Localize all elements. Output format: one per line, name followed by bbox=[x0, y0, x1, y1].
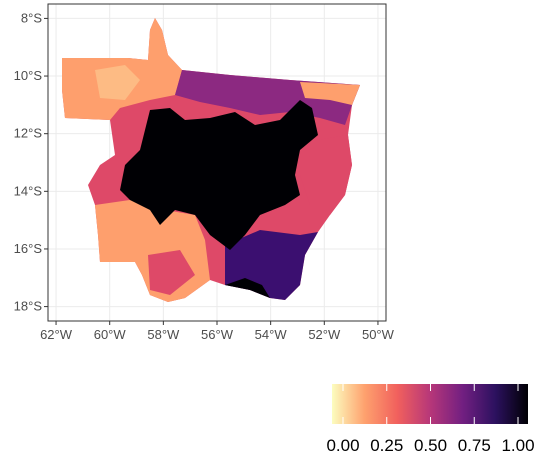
x-tick-label: 56°W bbox=[201, 327, 234, 342]
x-tick-label: 60°W bbox=[94, 327, 127, 342]
legend-label: 0.50 bbox=[414, 436, 447, 455]
core-southeast-lobe bbox=[225, 278, 270, 298]
color-legend: 0.00 0.25 0.50 0.75 1.00 bbox=[326, 384, 535, 455]
x-tick-label: 52°W bbox=[308, 327, 341, 342]
y-tick-label: 12°S bbox=[14, 126, 43, 141]
x-tick-label: 50°W bbox=[362, 327, 395, 342]
legend-label: 0.25 bbox=[370, 436, 403, 455]
southwest-pink-patch bbox=[148, 250, 195, 295]
y-tick-label: 18°S bbox=[14, 299, 43, 314]
y-axis: 8°S 10°S 12°S 14°S 16°S 18°S bbox=[14, 10, 48, 314]
x-tick-label: 62°W bbox=[40, 327, 73, 342]
legend-label: 0.00 bbox=[326, 436, 359, 455]
northwest-pale-patch bbox=[95, 65, 140, 100]
y-tick-label: 10°S bbox=[14, 68, 43, 83]
legend-ticks bbox=[342, 384, 519, 424]
legend-label: 0.75 bbox=[458, 436, 491, 455]
x-axis: 62°W 60°W 58°W 56°W 54°W 52°W 50°W bbox=[40, 321, 395, 342]
legend-label: 1.00 bbox=[501, 436, 534, 455]
legend-labels: 0.00 0.25 0.50 0.75 1.00 bbox=[326, 436, 534, 455]
x-tick-label: 54°W bbox=[255, 327, 288, 342]
x-tick-label: 58°W bbox=[147, 327, 180, 342]
y-tick-label: 16°S bbox=[14, 241, 43, 256]
core-region bbox=[120, 100, 318, 250]
east-flank-region bbox=[300, 135, 352, 215]
state-regions bbox=[62, 18, 360, 302]
y-tick-label: 14°S bbox=[14, 183, 43, 198]
northeast-light-patch bbox=[300, 82, 360, 105]
y-tick-label: 8°S bbox=[21, 10, 42, 25]
